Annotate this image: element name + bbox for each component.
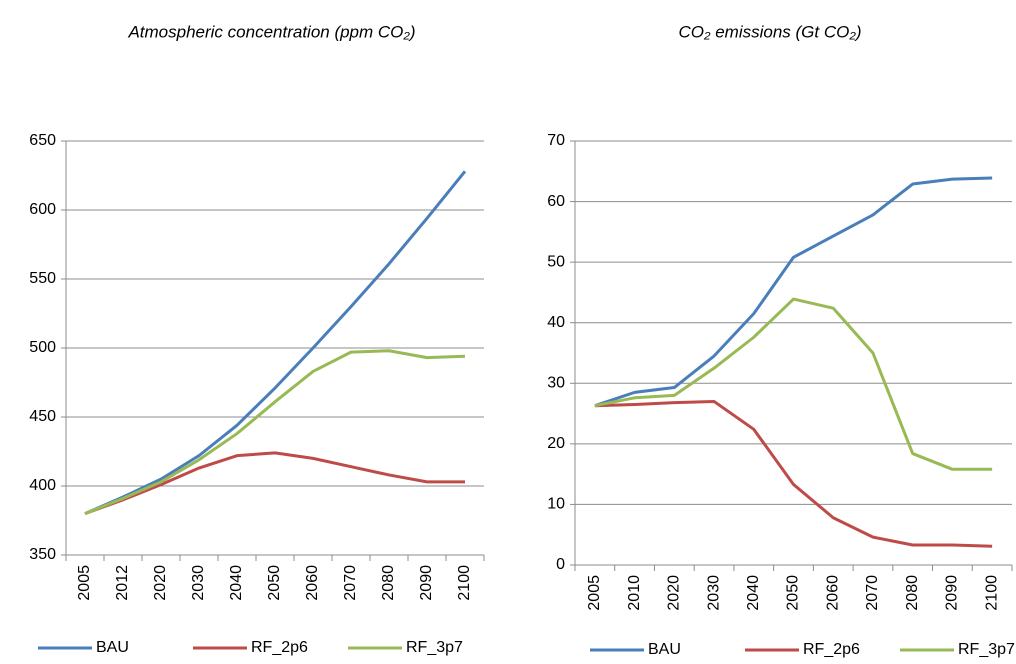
series-line xyxy=(84,349,466,515)
legend-label: BAU xyxy=(648,641,681,658)
y-tick-label: 450 xyxy=(29,408,56,425)
x-tick-label: 2020 xyxy=(152,565,169,601)
x-tick-label: 2030 xyxy=(190,565,207,601)
y-tick-label: 50 xyxy=(547,253,565,270)
legend-label: RF_3p7 xyxy=(406,639,463,656)
x-tick-label: 2005 xyxy=(586,575,603,611)
x-tick-label: 2050 xyxy=(785,575,802,611)
x-tick-label: 2050 xyxy=(266,565,283,601)
x-tick-label: 2080 xyxy=(380,565,397,601)
x-tick-label: 2080 xyxy=(904,575,921,611)
x-tick-label: 2090 xyxy=(418,565,435,601)
x-tick-label: 2060 xyxy=(304,565,321,601)
series-line xyxy=(594,297,993,471)
x-tick-label: 2070 xyxy=(864,575,881,611)
x-tick-label: 2030 xyxy=(705,575,722,611)
x-tick-label: 2010 xyxy=(626,575,643,611)
series-line xyxy=(594,399,993,548)
y-tick-label: 30 xyxy=(547,375,565,392)
chart-title: Atmospheric concentration (ppm CO₂) xyxy=(127,22,415,41)
x-tick-label: 2020 xyxy=(666,575,683,611)
y-tick-label: 60 xyxy=(547,193,565,210)
chart-title: CO₂ emissions (Gt CO₂) xyxy=(679,22,862,41)
x-tick-label: 2070 xyxy=(342,565,359,601)
x-tick-label: 2012 xyxy=(114,565,131,601)
legend-label: RF_2p6 xyxy=(803,641,860,658)
series-line xyxy=(594,176,993,408)
legend-label: RF_3p7 xyxy=(958,641,1015,658)
y-tick-label: 350 xyxy=(29,546,56,563)
x-tick-label: 2040 xyxy=(745,575,762,611)
x-tick-label: 2090 xyxy=(944,575,961,611)
y-tick-label: 650 xyxy=(29,132,56,149)
x-tick-label: 2005 xyxy=(76,565,93,601)
legend-label: BAU xyxy=(96,639,129,656)
y-tick-label: 500 xyxy=(29,339,56,356)
y-tick-label: 70 xyxy=(547,132,565,149)
y-tick-label: 400 xyxy=(29,477,56,494)
y-tick-label: 0 xyxy=(556,556,565,573)
y-tick-label: 40 xyxy=(547,314,565,331)
x-tick-label: 2060 xyxy=(824,575,841,611)
y-tick-label: 20 xyxy=(547,435,565,452)
x-tick-label: 2100 xyxy=(983,575,1000,611)
y-tick-label: 600 xyxy=(29,201,56,218)
y-tick-label: 10 xyxy=(547,496,565,513)
y-tick-label: 550 xyxy=(29,270,56,287)
x-tick-label: 2100 xyxy=(456,565,473,601)
series-line xyxy=(84,170,467,515)
x-tick-label: 2040 xyxy=(228,565,245,601)
series-line xyxy=(84,451,465,516)
legend-label: RF_2p6 xyxy=(251,639,308,656)
